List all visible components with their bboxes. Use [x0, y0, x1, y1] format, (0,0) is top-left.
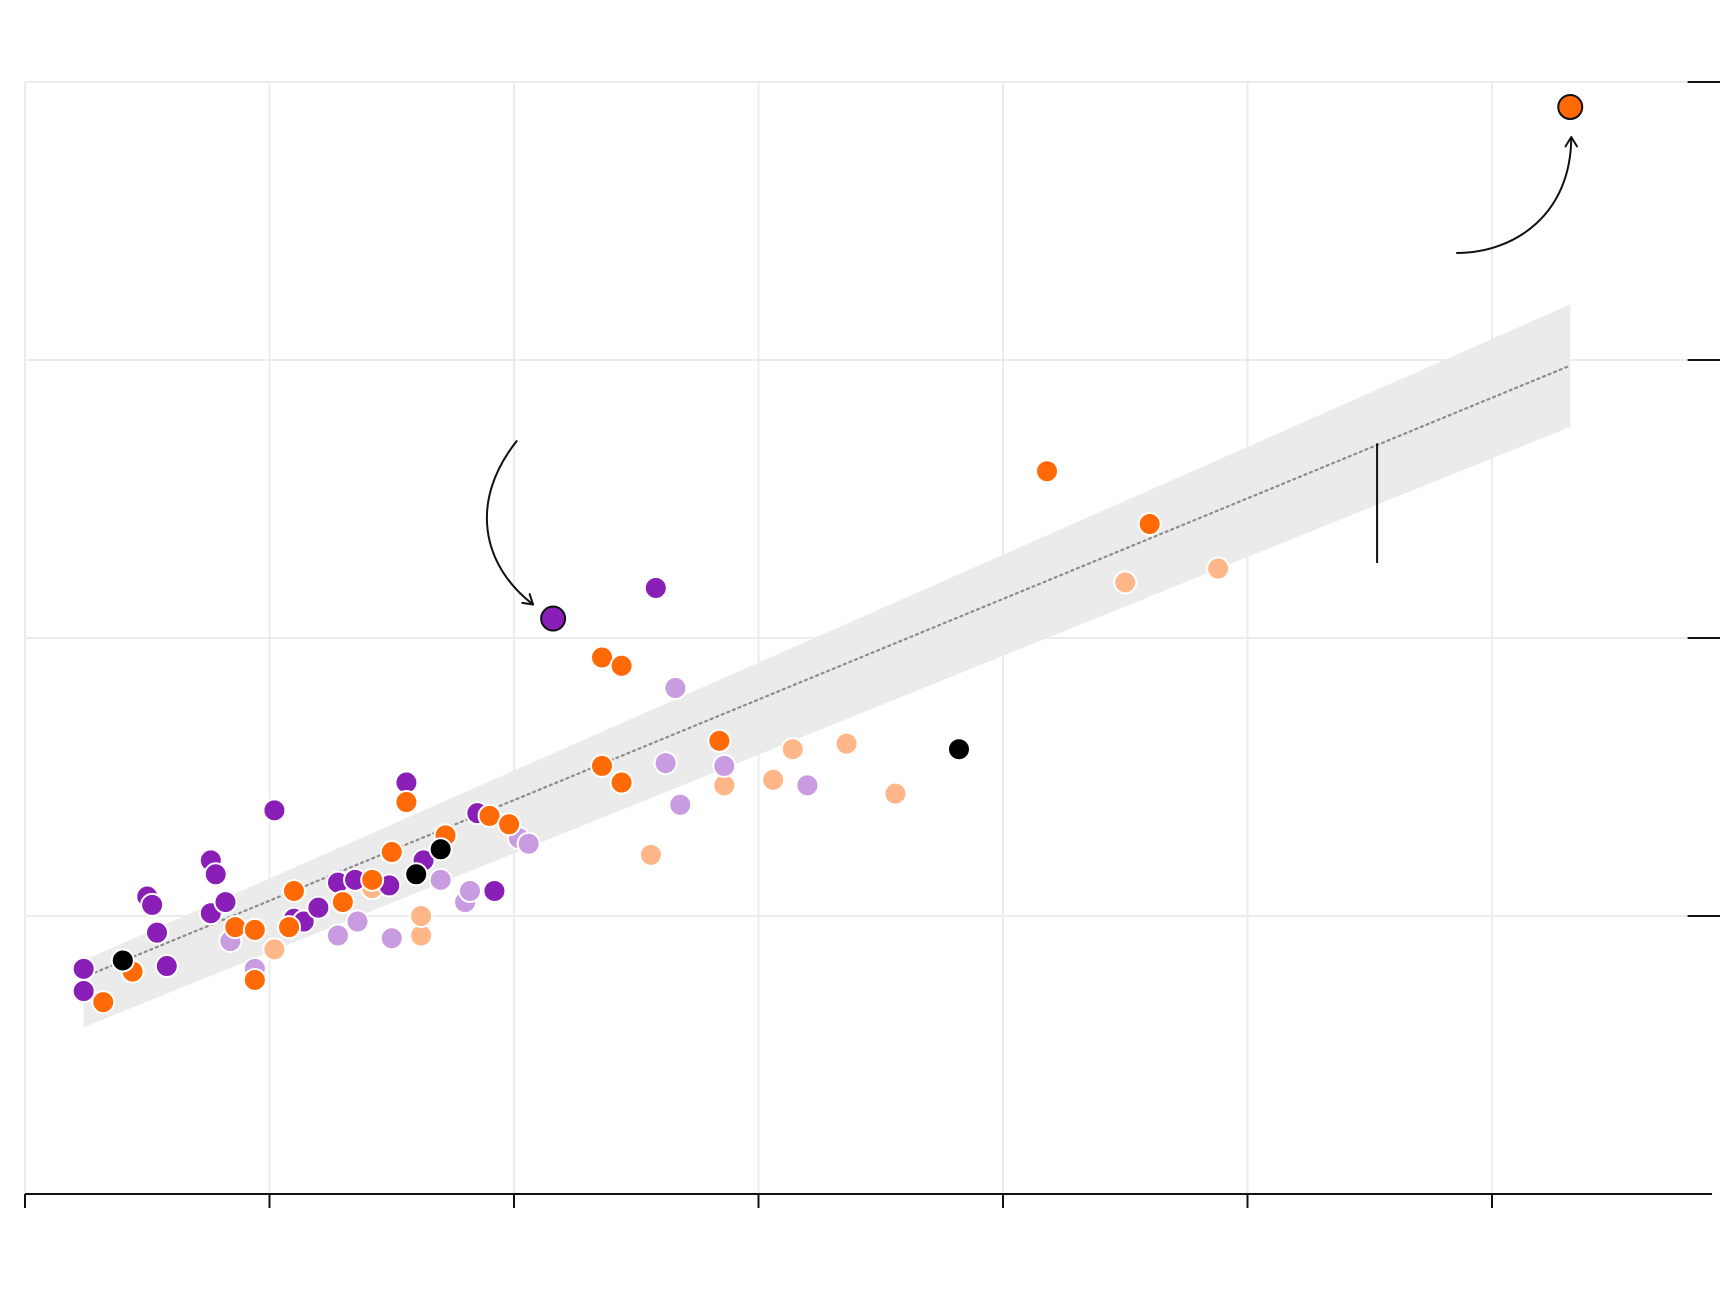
point-light-orange — [883, 781, 908, 806]
point-dark-purple — [154, 954, 179, 979]
point-orange — [1035, 459, 1060, 484]
point-light-orange — [638, 842, 663, 867]
point-orange — [1137, 512, 1162, 537]
point-dark-purple — [140, 892, 165, 917]
confidence-band-area — [83, 304, 1571, 1028]
annotation-arrowhead-purple — [521, 593, 535, 606]
annotation-arrow-orange — [1456, 137, 1573, 255]
point-orange — [394, 790, 419, 815]
point-black — [404, 862, 429, 887]
point-orange — [223, 915, 248, 940]
point-highlighted-purple — [540, 605, 567, 632]
point-light-purple — [345, 909, 370, 934]
point-light-purple — [516, 831, 541, 856]
trend-line-path — [82, 364, 1572, 979]
point-orange — [379, 840, 404, 865]
point-light-purple — [795, 773, 820, 798]
point-light-purple — [653, 751, 678, 776]
point-dark-purple — [482, 878, 507, 903]
point-light-orange — [834, 731, 859, 756]
point-light-orange — [761, 767, 786, 792]
confidence-band — [83, 304, 1571, 1028]
point-dark-purple — [71, 979, 96, 1004]
annotation-arrowhead-orange — [1564, 136, 1578, 148]
point-orange — [360, 867, 385, 892]
point-light-purple — [457, 878, 482, 903]
point-orange — [277, 915, 302, 940]
point-orange — [242, 967, 267, 992]
point-orange — [707, 728, 732, 753]
data-points — [71, 94, 1584, 1015]
point-orange — [91, 990, 116, 1015]
point-dark-purple — [213, 890, 238, 915]
point-dark-purple — [203, 862, 228, 887]
point-orange — [330, 890, 355, 915]
point-light-orange — [780, 737, 805, 762]
point-light-purple — [325, 923, 350, 948]
trend-line — [82, 364, 1572, 979]
axes — [24, 81, 1720, 1208]
point-black — [428, 837, 453, 862]
point-light-purple — [712, 753, 737, 778]
point-orange — [590, 753, 615, 778]
point-light-purple — [668, 792, 693, 817]
annotation-arrow-purple — [486, 439, 534, 606]
point-black — [946, 737, 971, 762]
point-light-orange — [409, 904, 434, 928]
point-orange — [609, 770, 634, 795]
point-light-purple — [379, 926, 404, 951]
point-dark-purple — [262, 798, 287, 823]
point-orange — [609, 653, 634, 678]
point-orange — [281, 878, 306, 903]
annotations — [486, 136, 1578, 606]
point-dark-purple — [145, 920, 170, 945]
point-black — [110, 948, 135, 973]
point-dark-purple — [71, 956, 96, 981]
point-light-orange — [1206, 556, 1231, 581]
point-dark-purple — [306, 895, 331, 920]
point-orange — [497, 812, 522, 837]
point-light-orange — [262, 937, 287, 962]
point-light-orange — [1113, 570, 1138, 595]
point-orange — [242, 917, 267, 942]
point-light-purple — [428, 867, 453, 892]
point-highlighted-orange — [1557, 94, 1584, 121]
point-light-purple — [663, 676, 688, 701]
point-dark-purple — [643, 575, 668, 600]
